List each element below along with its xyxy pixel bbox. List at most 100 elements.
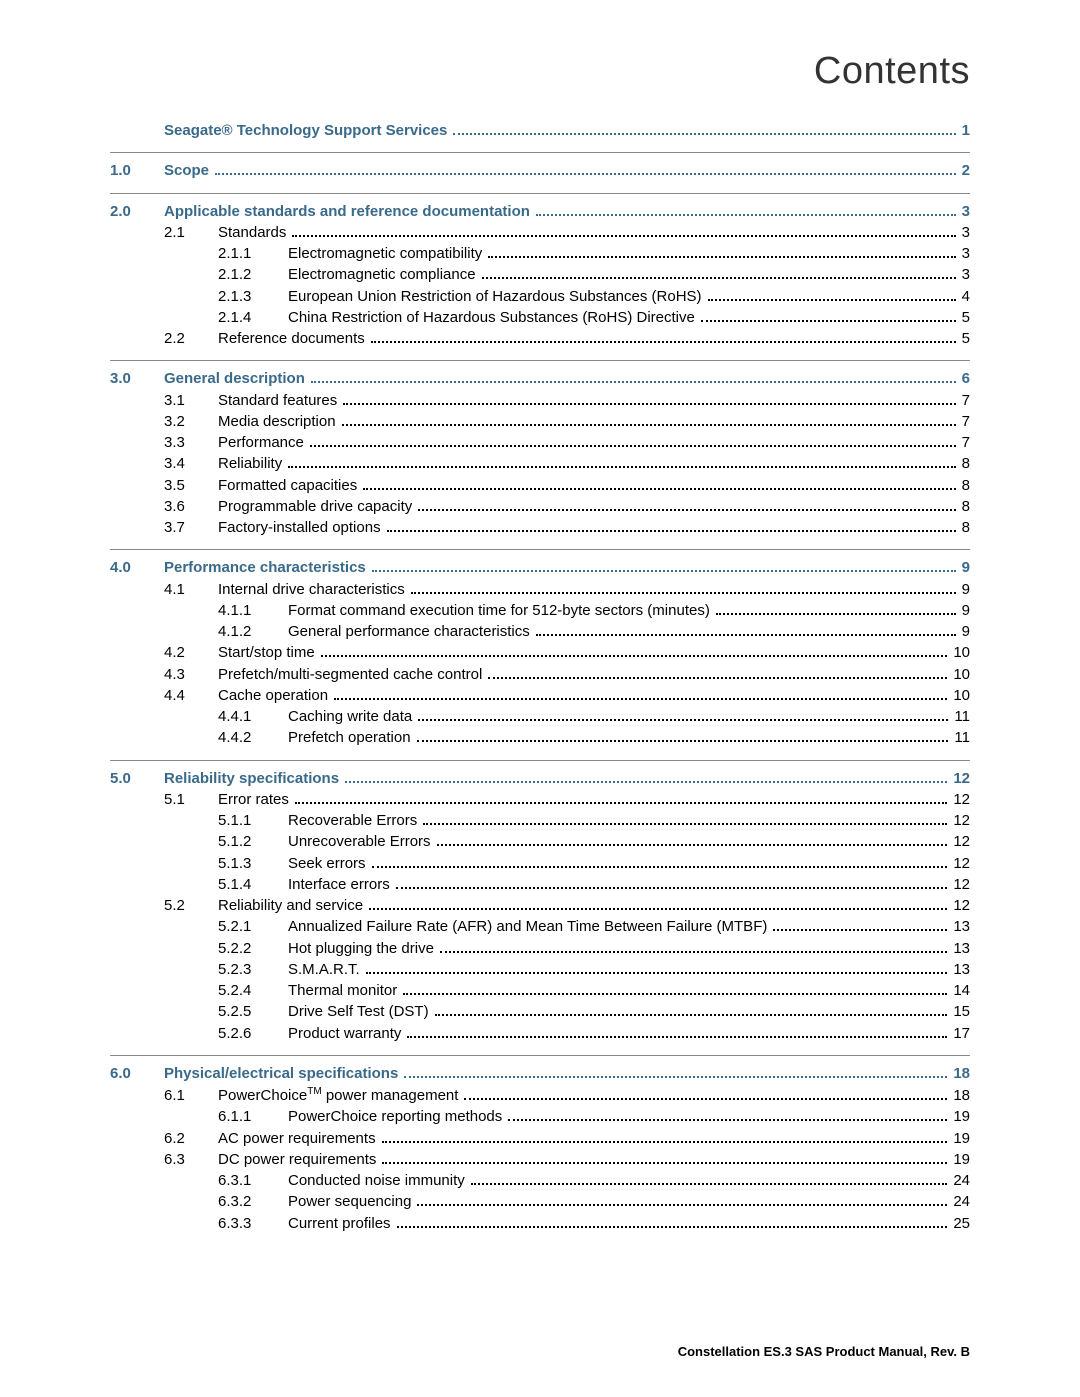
toc-entry: 3.3Performance7 <box>110 433 970 453</box>
toc-subsubsection-number: 5.2.3 <box>218 960 288 980</box>
toc-entry-label: Prefetch operation <box>288 728 411 748</box>
toc-entry: 6.3.3Current profiles25 <box>110 1214 970 1234</box>
toc-page-number: 12 <box>951 854 970 874</box>
toc-page-number: 9 <box>960 601 970 621</box>
toc-dot-leader <box>382 1131 948 1143</box>
toc-entry: 3.4Reliability8 <box>110 454 970 474</box>
toc-subsubsection-number: 5.2.6 <box>218 1024 288 1044</box>
toc-page-number: 12 <box>951 790 970 810</box>
toc-subsection-number: 3.3 <box>164 433 218 453</box>
toc-page-number: 8 <box>960 497 970 517</box>
toc-subsubsection-number: 2.1.3 <box>218 287 288 307</box>
toc-dot-leader <box>342 414 956 426</box>
toc-page-number: 6 <box>960 369 970 389</box>
toc-dot-leader <box>334 688 947 700</box>
toc-dot-leader <box>418 709 948 721</box>
toc-dot-leader <box>435 1004 948 1016</box>
toc-entry: 5.1.1Recoverable Errors12 <box>110 811 970 831</box>
toc-section-number: 1.0 <box>110 161 164 181</box>
toc-page-number: 12 <box>951 811 970 831</box>
toc-page-number: 13 <box>951 939 970 959</box>
toc-entry-label: Performance <box>218 433 304 453</box>
toc-dot-leader <box>440 941 947 953</box>
toc-entry-label: Unrecoverable Errors <box>288 832 431 852</box>
toc-entry: 1.0Scope2 <box>110 161 970 181</box>
toc-entry: 2.1.1Electromagnetic compatibility3 <box>110 244 970 264</box>
toc-dot-leader <box>404 1066 947 1078</box>
toc-page-number: 8 <box>960 454 970 474</box>
toc-page-number: 8 <box>960 518 970 538</box>
toc-entry: 6.2AC power requirements19 <box>110 1129 970 1149</box>
toc-entry: 4.1.2General performance characteristics… <box>110 622 970 642</box>
toc-entry: 6.3.1Conducted noise immunity24 <box>110 1171 970 1191</box>
toc-entry: 2.1.3European Union Restriction of Hazar… <box>110 287 970 307</box>
toc-subsubsection-number: 4.1.2 <box>218 622 288 642</box>
toc-page-number: 12 <box>951 769 970 789</box>
toc-entry-label: Seagate® Technology Support Services <box>164 121 447 141</box>
toc-entry: 2.2Reference documents5 <box>110 329 970 349</box>
toc-entry: 2.1Standards3 <box>110 223 970 243</box>
toc-entry: 5.2.5Drive Self Test (DST)15 <box>110 1002 970 1022</box>
toc-entry: 5.2Reliability and service12 <box>110 896 970 916</box>
toc-entry-label: Recoverable Errors <box>288 811 417 831</box>
toc-entry-label: Thermal monitor <box>288 981 397 1001</box>
toc-entry: 3.5Formatted capacities8 <box>110 476 970 496</box>
toc-entry-label: Electromagnetic compatibility <box>288 244 482 264</box>
toc-entry-label: Applicable standards and reference docum… <box>164 202 530 222</box>
toc-entry-label: China Restriction of Hazardous Substance… <box>288 308 695 328</box>
toc-dot-leader <box>708 289 956 301</box>
toc-entry-label: Interface errors <box>288 875 390 895</box>
toc-dot-leader <box>437 834 948 846</box>
toc-page-number: 13 <box>951 917 970 937</box>
toc-entry-label: Programmable drive capacity <box>218 497 412 517</box>
toc-dot-leader <box>366 962 948 974</box>
toc-page-number: 2 <box>960 161 970 181</box>
toc-page-number: 3 <box>960 265 970 285</box>
toc-entry-label: Format command execution time for 512-by… <box>288 601 710 621</box>
toc-section-number: 3.0 <box>110 369 164 389</box>
toc-entry: 4.0Performance characteristics9 <box>110 558 970 578</box>
toc-subsection-number: 3.6 <box>164 497 218 517</box>
toc-page-number: 14 <box>951 981 970 1001</box>
toc-subsection-number: 5.1 <box>164 790 218 810</box>
toc-dot-leader <box>345 771 947 783</box>
toc-entry-label: Formatted capacities <box>218 476 357 496</box>
toc-page-number: 18 <box>951 1086 970 1106</box>
toc-subsubsection-number: 4.1.1 <box>218 601 288 621</box>
toc-subsection-number: 6.3 <box>164 1150 218 1170</box>
toc-subsection-number: 3.4 <box>164 454 218 474</box>
toc-entry-label: Physical/electrical specifications <box>164 1064 398 1084</box>
toc-dot-leader <box>488 246 955 258</box>
toc-subsubsection-number: 6.1.1 <box>218 1107 288 1127</box>
toc-dot-leader <box>418 499 955 511</box>
toc-entry-label: Caching write data <box>288 707 412 727</box>
toc-section-number: 5.0 <box>110 769 164 789</box>
toc-dot-leader <box>536 624 956 636</box>
toc-dot-leader <box>403 983 947 995</box>
toc-page-number: 11 <box>952 728 970 748</box>
toc-entry: 5.2.1Annualized Failure Rate (AFR) and M… <box>110 917 970 937</box>
toc-entry-label: Hot plugging the drive <box>288 939 434 959</box>
toc-dot-leader <box>371 331 956 343</box>
toc-entry-label: General description <box>164 369 305 389</box>
toc-page-number: 10 <box>951 686 970 706</box>
toc-page-number: 9 <box>960 558 970 578</box>
toc-entry-label: Factory-installed options <box>218 518 381 538</box>
toc-entry-label: Drive Self Test (DST) <box>288 1002 429 1022</box>
toc-entry: 3.1Standard features7 <box>110 391 970 411</box>
toc-page-number: 12 <box>951 875 970 895</box>
toc-entry-label: Reliability and service <box>218 896 363 916</box>
toc-dot-leader <box>396 877 948 889</box>
toc-entry: 6.0Physical/electrical specifications18 <box>110 1064 970 1084</box>
toc-entry-label: Seek errors <box>288 854 366 874</box>
toc-dot-leader <box>411 582 956 594</box>
toc-subsubsection-number: 6.3.3 <box>218 1214 288 1234</box>
toc-subsection-number: 5.2 <box>164 896 218 916</box>
toc-entry: 4.2Start/stop time10 <box>110 643 970 663</box>
toc-entry: 3.6Programmable drive capacity 8 <box>110 497 970 517</box>
toc-dot-leader <box>464 1088 947 1100</box>
toc-entry: 3.2Media description7 <box>110 412 970 432</box>
toc-dot-leader <box>453 123 955 135</box>
toc-page-number: 3 <box>960 202 970 222</box>
toc-subsubsection-number: 5.2.4 <box>218 981 288 1001</box>
